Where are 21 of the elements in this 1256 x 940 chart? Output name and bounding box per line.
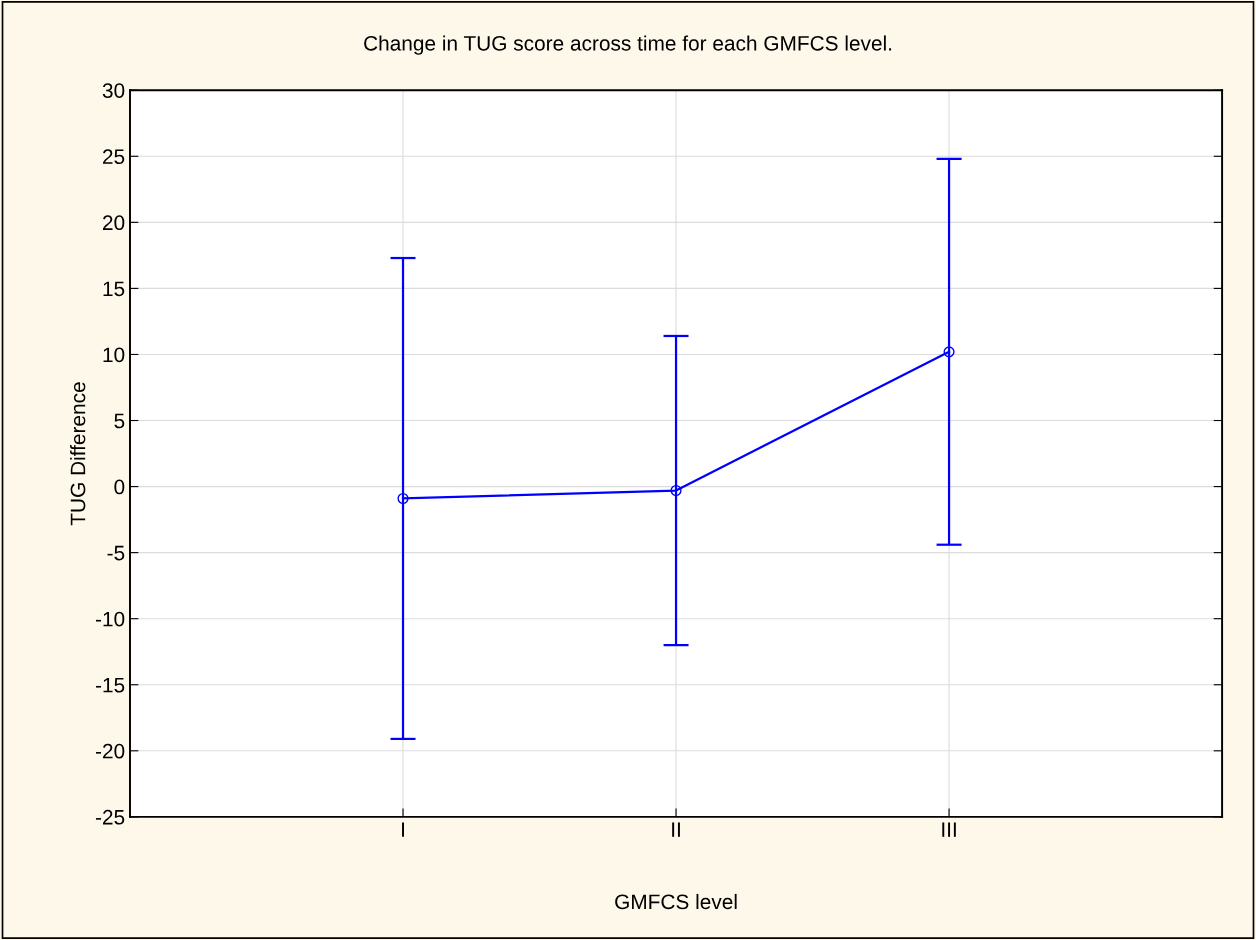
- y-tick-label: 20: [103, 215, 125, 231]
- y-tick-label: -25: [95, 809, 125, 825]
- y-tick-label: -10: [95, 611, 125, 627]
- y-tick-label: 30: [102, 83, 125, 98]
- x-tick-label: III: [942, 822, 956, 837]
- x-tick-label: I: [402, 822, 404, 837]
- x-axis-title: GMFCS level: [615, 893, 737, 910]
- y-axis-title: TUG Difference: [70, 382, 86, 526]
- x-tick-label: II: [672, 822, 680, 837]
- y-tick-label: 5: [114, 413, 125, 429]
- y-tick-label: 0: [114, 479, 125, 495]
- y-tick-label: 25: [103, 149, 125, 165]
- y-tick-label: -5: [107, 545, 125, 561]
- point: [943, 346, 955, 358]
- y-tick-label: -20: [95, 743, 125, 759]
- y-tick-label: 15: [103, 281, 125, 297]
- chart-title: Change in TUG score across time for each GMFCS level.: [364, 35, 892, 55]
- point: [670, 484, 682, 497]
- y-tick-label: 10: [103, 347, 125, 363]
- point: [397, 492, 409, 505]
- y-tick-label: -15: [95, 677, 125, 693]
